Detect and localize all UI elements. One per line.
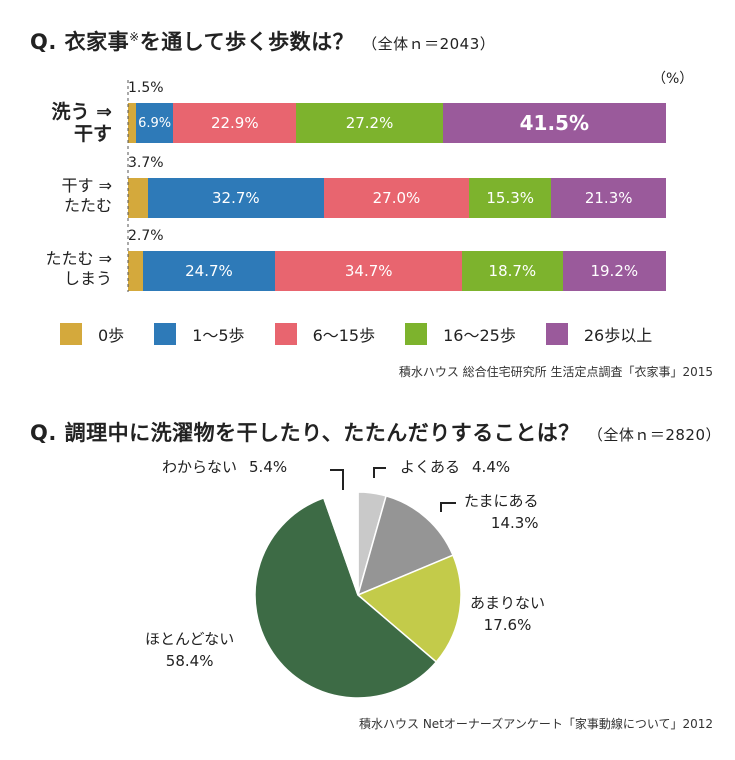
q1-title: Q. 衣家事※を通して歩く歩数は？ （全体ｎ＝2043） (30, 26, 495, 56)
pie-slice-value: 14.3% (490, 514, 539, 532)
segment-value-label: 34.7% (344, 262, 393, 280)
bar-segment: 41.5% (442, 103, 666, 143)
bar-segment: 18.7% (462, 251, 563, 291)
segment-value-label: 22.9% (210, 114, 259, 132)
segment-value-label: 32.7% (212, 189, 260, 207)
bar-segment (128, 251, 143, 291)
pie-slice-label: たまにある 14.3% (464, 490, 539, 534)
legend-label: 0歩 (98, 326, 125, 345)
legend-item: 1〜5歩 (154, 322, 245, 346)
row-label-line: 干す ⇒ (61, 176, 113, 195)
row-label-line: 干す (73, 123, 112, 145)
pie-slice-value: 4.4% (472, 458, 511, 476)
pie-slice-label: あまりない 17.6% (470, 592, 545, 636)
bar-segment: 27.0% (323, 178, 470, 218)
q2-subtitle: （全体ｎ＝2820） (587, 426, 721, 444)
row-label-line: 洗う ⇒ (51, 101, 112, 123)
segment-value-label: 27.2% (345, 114, 394, 132)
row-label-line: たたむ ⇒ (45, 249, 113, 268)
pie-slice-name: ほとんどない (145, 630, 235, 648)
stacked-bar: 32.7% 27.0% 15.3% 21.3% (128, 178, 666, 218)
pie-slice-value: 58.4% (165, 652, 214, 670)
legend-item: 26歩以上 (545, 322, 653, 346)
leader-line (373, 467, 386, 478)
legend-item: 16〜25歩 (405, 322, 516, 346)
pie-slice-name: たまにある (464, 492, 539, 510)
pie-slice-value: 17.6% (483, 616, 532, 634)
q1-source: 積水ハウス 総合住宅研究所 生活定点調査「衣家事」2015 (398, 365, 713, 379)
zero-step-value-label: 2.7% (128, 228, 164, 244)
pie-slice (322, 491, 359, 596)
unit-label: （%） (652, 71, 694, 87)
bar-segment: 24.7% (142, 251, 276, 291)
segment-value-label: 18.7% (488, 262, 537, 280)
leader-line (440, 502, 456, 512)
zero-step-value-label: 3.7% (128, 155, 164, 171)
row-label: 干す ⇒ たたむ (20, 176, 113, 216)
q2-title-main: Q. 調理中に洗濯物を干したり、たたんだりすることは？ (30, 421, 580, 445)
legend-swatch (154, 323, 177, 345)
legend-swatch (60, 323, 82, 345)
segment-value-label: 24.7% (185, 262, 233, 280)
bar-segment: 22.9% (173, 103, 297, 143)
pie-slice-name: よくある (400, 458, 461, 476)
bar-segment: 34.7% (275, 251, 463, 291)
row-label-line: しまう (63, 269, 112, 288)
legend-swatch (405, 323, 428, 345)
legend-item: 6〜15歩 (274, 322, 376, 346)
row-label: たたむ ⇒ しまう (20, 249, 113, 289)
legend-label: 1〜5歩 (192, 326, 245, 345)
segment-value-label: 27.0% (372, 189, 421, 207)
pie-slice (356, 494, 454, 597)
legend-swatch (274, 323, 297, 345)
pie-slice-label: わからない 5.4% (162, 456, 287, 478)
pie-slice-name: わからない (162, 458, 238, 476)
pie-slice-value: 5.4% (249, 458, 288, 476)
segment-value-label: 19.2% (590, 262, 639, 280)
row-label-line: たたむ (63, 196, 112, 215)
legend-label: 16〜25歩 (443, 326, 516, 345)
q2-title: Q. 調理中に洗濯物を干したり、たたんだりすることは？ （全体ｎ＝2820） (30, 417, 721, 447)
leader-line (330, 469, 344, 490)
q1-title-rest: を通して歩く歩数は？ (139, 30, 355, 54)
bar-segment: 15.3% (469, 178, 552, 218)
pie-slice (254, 496, 438, 699)
zero-step-value-label: 1.5% (128, 80, 164, 96)
segment-value-label: 41.5% (519, 111, 590, 135)
pie-slice-label: ほとんどない 58.4% (145, 628, 234, 672)
q1-subtitle: （全体ｎ＝2043） (362, 35, 496, 53)
q2-source: 積水ハウス Netオーナーズアンケート「家事動線について」2012 (359, 717, 713, 731)
q1-title-main: Q. 衣家事 (30, 30, 130, 54)
legend-label: 26歩以上 (583, 326, 653, 345)
bar-segment (128, 103, 137, 143)
bar-segment: 21.3% (551, 178, 666, 218)
stacked-bar: 6.9% 22.9% 27.2% 41.5% (128, 103, 666, 143)
segment-value-label: 6.9% (138, 115, 172, 131)
pie-slice-name: あまりない (470, 594, 546, 612)
pie-slice (356, 554, 462, 664)
bar-segment: 6.9% (136, 103, 174, 143)
bar-segment: 27.2% (296, 103, 443, 143)
segment-value-label: 21.3% (584, 189, 633, 207)
bar-segment (128, 178, 148, 218)
stacked-bar: 24.7% 34.7% 18.7% 19.2% (128, 251, 666, 291)
legend-swatch (545, 323, 568, 345)
legend-item: 0歩 (60, 322, 124, 346)
legend-label: 6〜15歩 (312, 326, 376, 345)
segment-value-label: 15.3% (486, 189, 535, 207)
pie-slice-label: よくある 4.4% (400, 456, 510, 478)
bar-legend: 0歩 1〜5歩 6〜15歩 16〜25歩 26歩以上 (60, 322, 682, 346)
bar-segment: 19.2% (562, 251, 666, 291)
note-mark: ※ (129, 30, 140, 44)
bar-segment: 32.7% (147, 178, 324, 218)
row-label: 洗う ⇒ 干す (20, 101, 112, 145)
